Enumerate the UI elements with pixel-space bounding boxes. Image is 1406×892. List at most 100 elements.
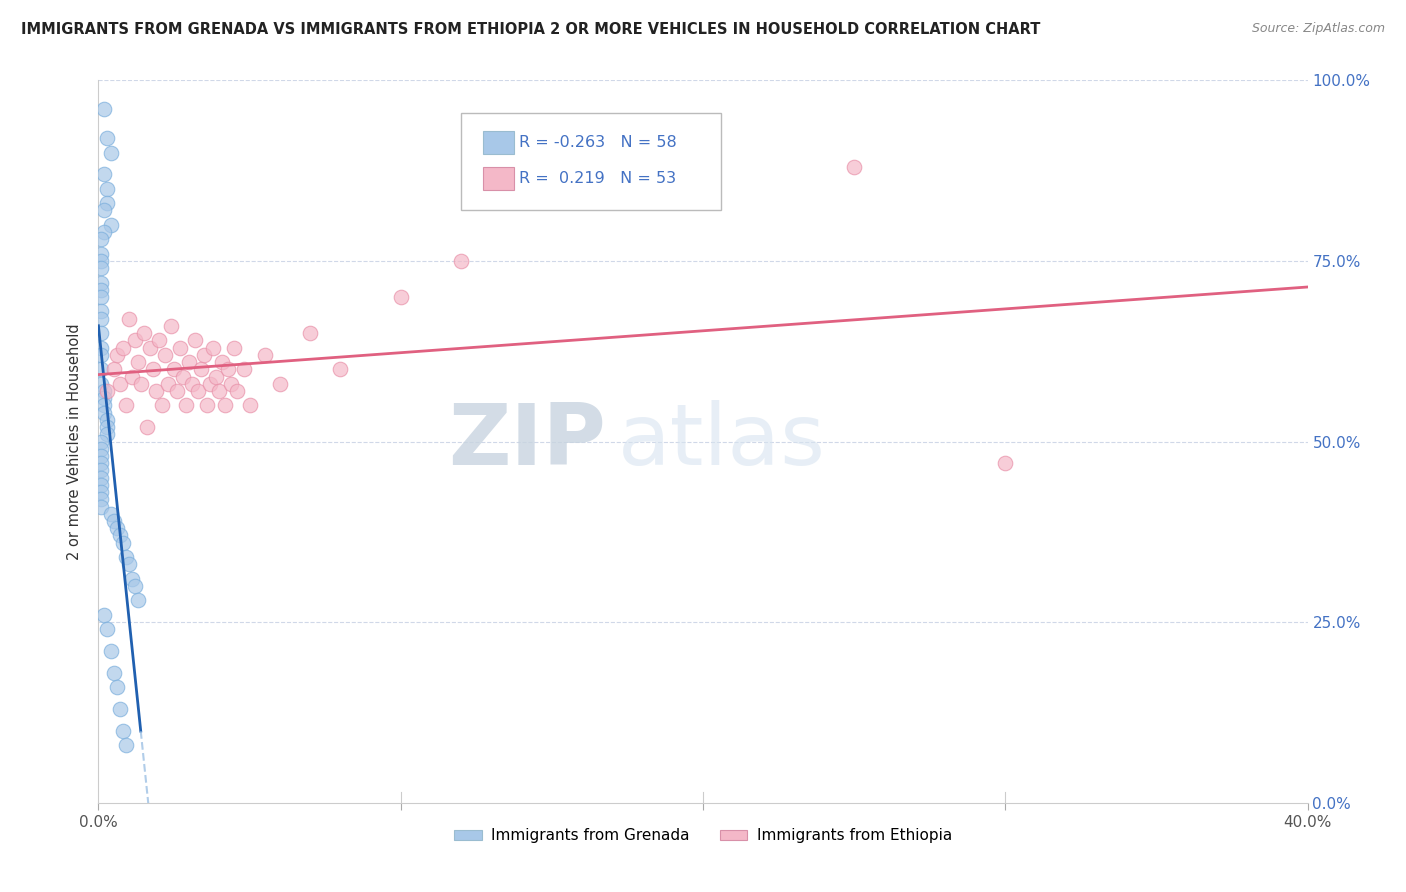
- Point: [90, 246, 112, 260]
- Point: [96, 182, 118, 196]
- Point: [329, 362, 352, 376]
- FancyBboxPatch shape: [482, 167, 515, 190]
- Point: [90, 478, 112, 492]
- Point: [153, 348, 176, 362]
- Point: [111, 341, 134, 355]
- Point: [93, 167, 115, 181]
- Point: [187, 384, 209, 398]
- Point: [96, 384, 118, 398]
- FancyBboxPatch shape: [482, 131, 515, 154]
- Point: [103, 514, 125, 528]
- Point: [90, 470, 112, 484]
- Text: Source: ZipAtlas.com: Source: ZipAtlas.com: [1251, 22, 1385, 36]
- Point: [90, 290, 112, 304]
- Point: [90, 463, 112, 477]
- Point: [200, 376, 222, 391]
- Point: [96, 427, 118, 442]
- Point: [166, 384, 188, 398]
- Point: [121, 369, 143, 384]
- Point: [253, 348, 276, 362]
- Point: [90, 341, 112, 355]
- Point: [214, 398, 236, 412]
- Point: [389, 290, 412, 304]
- Point: [90, 261, 112, 276]
- Point: [221, 376, 243, 391]
- Point: [93, 102, 115, 116]
- Point: [93, 406, 115, 420]
- Point: [93, 398, 115, 412]
- Point: [450, 253, 472, 268]
- Point: [90, 276, 112, 290]
- Point: [96, 131, 118, 145]
- Point: [90, 253, 112, 268]
- Point: [174, 398, 197, 412]
- Point: [90, 449, 112, 463]
- FancyBboxPatch shape: [461, 112, 721, 211]
- Point: [105, 348, 128, 362]
- Point: [90, 456, 112, 470]
- Point: [226, 384, 249, 398]
- Point: [160, 318, 183, 333]
- Point: [269, 376, 291, 391]
- Point: [994, 456, 1017, 470]
- Point: [172, 369, 194, 384]
- Point: [114, 550, 136, 565]
- Point: [127, 355, 149, 369]
- Point: [169, 341, 191, 355]
- Point: [90, 492, 112, 507]
- Point: [232, 362, 254, 376]
- Text: R =  0.219   N = 53: R = 0.219 N = 53: [519, 171, 676, 186]
- Point: [142, 362, 165, 376]
- Point: [96, 413, 118, 427]
- Point: [163, 362, 186, 376]
- Point: [118, 311, 141, 326]
- Point: [148, 334, 170, 348]
- Legend: Immigrants from Grenada, Immigrants from Ethiopia: Immigrants from Grenada, Immigrants from…: [449, 822, 957, 849]
- Point: [127, 593, 149, 607]
- Point: [100, 145, 122, 160]
- Point: [145, 384, 167, 398]
- Point: [108, 376, 131, 391]
- Point: [90, 283, 112, 297]
- Y-axis label: 2 or more Vehicles in Household: 2 or more Vehicles in Household: [67, 323, 83, 560]
- Point: [179, 355, 201, 369]
- Point: [90, 442, 112, 456]
- Point: [105, 521, 128, 535]
- Point: [239, 398, 262, 412]
- Point: [96, 623, 118, 637]
- Point: [184, 334, 207, 348]
- Point: [114, 738, 136, 752]
- Point: [96, 196, 118, 211]
- Point: [135, 420, 157, 434]
- Text: ZIP: ZIP: [449, 400, 606, 483]
- Point: [90, 485, 112, 500]
- Point: [100, 507, 122, 521]
- Point: [217, 362, 239, 376]
- Point: [93, 203, 115, 218]
- Point: [90, 362, 112, 376]
- Point: [100, 218, 122, 232]
- Point: [105, 680, 128, 694]
- Point: [103, 362, 125, 376]
- Point: [211, 355, 233, 369]
- Point: [90, 304, 112, 318]
- Point: [93, 391, 115, 405]
- Point: [202, 341, 225, 355]
- Point: [124, 334, 146, 348]
- Point: [114, 398, 136, 412]
- Point: [195, 398, 218, 412]
- Point: [93, 225, 115, 239]
- Point: [124, 579, 146, 593]
- Point: [190, 362, 212, 376]
- Text: atlas: atlas: [619, 400, 827, 483]
- Point: [100, 644, 122, 658]
- Text: IMMIGRANTS FROM GRENADA VS IMMIGRANTS FROM ETHIOPIA 2 OR MORE VEHICLES IN HOUSEH: IMMIGRANTS FROM GRENADA VS IMMIGRANTS FR…: [21, 22, 1040, 37]
- Point: [224, 341, 246, 355]
- Point: [90, 500, 112, 514]
- Point: [103, 665, 125, 680]
- Point: [90, 434, 112, 449]
- Point: [121, 572, 143, 586]
- Point: [205, 369, 228, 384]
- Point: [150, 398, 173, 412]
- Point: [90, 348, 112, 362]
